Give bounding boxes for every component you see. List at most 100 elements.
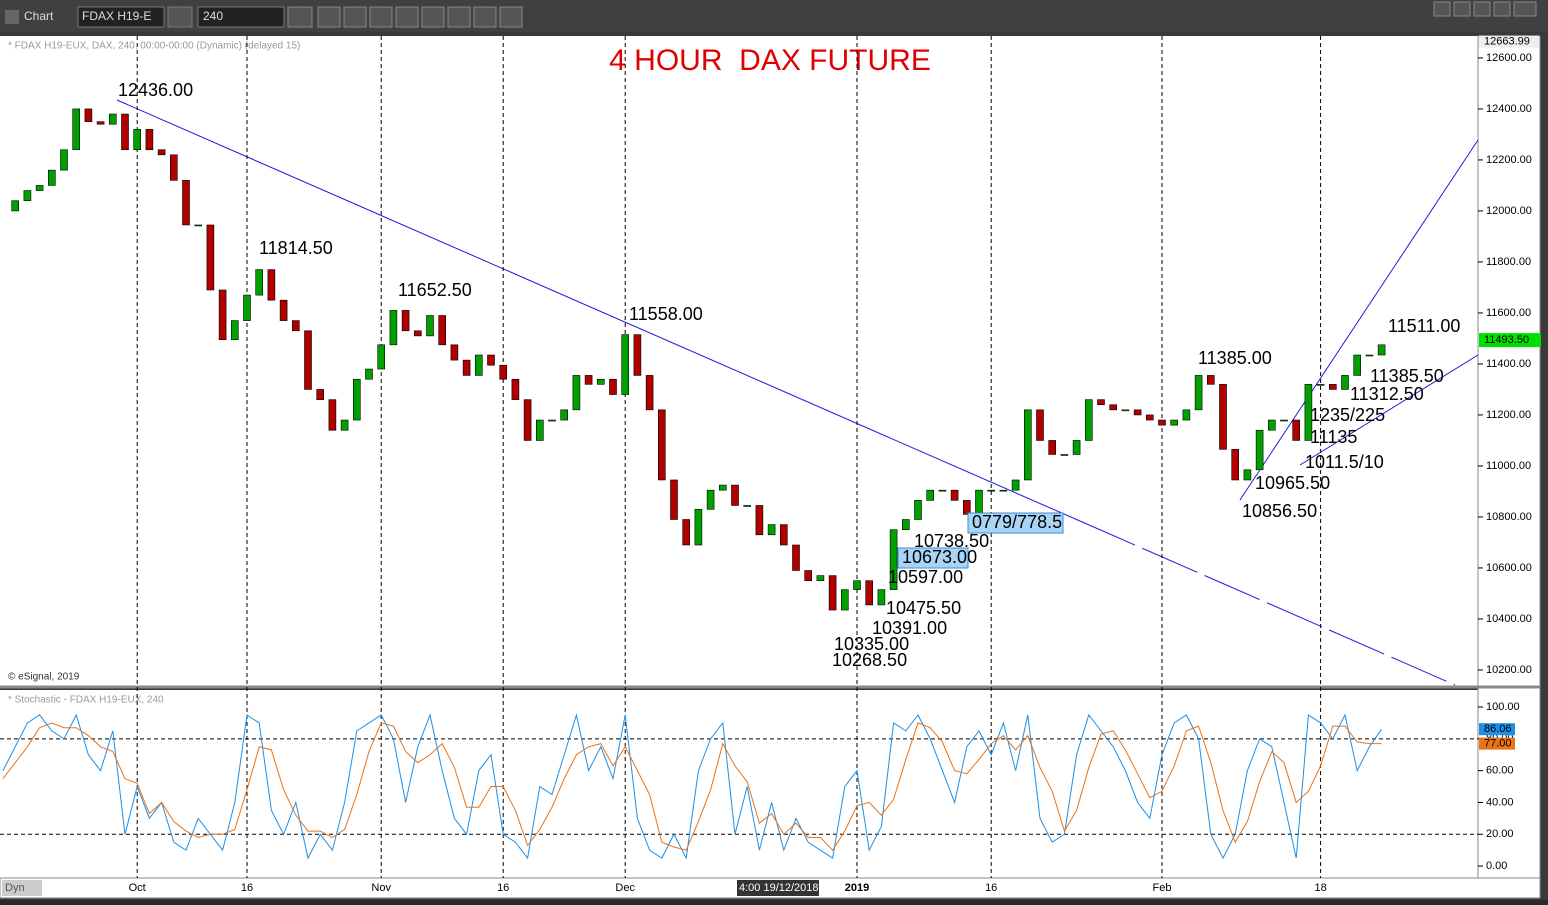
candle (47, 169, 56, 186)
candle (304, 330, 312, 390)
candle (853, 580, 861, 590)
candle (670, 479, 678, 520)
candle (23, 190, 32, 202)
y-tick-label: 11200.00 (1486, 409, 1531, 421)
candle (365, 368, 373, 380)
candle (682, 519, 691, 546)
candle (231, 320, 239, 341)
y-tick-label: 11400.00 (1486, 358, 1531, 370)
interval-input[interactable] (197, 6, 285, 28)
candle (731, 484, 739, 506)
close-button[interactable] (1513, 1, 1537, 17)
candle (96, 121, 105, 125)
facebook-button[interactable] (499, 6, 523, 28)
candle (633, 334, 642, 376)
annotation: 10391.00 (872, 618, 947, 638)
candle (1085, 399, 1093, 441)
candle (316, 389, 325, 400)
comment-button[interactable] (447, 6, 471, 28)
candle (462, 359, 471, 376)
annotation: 10597.00 (888, 567, 963, 587)
minimize-button[interactable] (1453, 1, 1471, 17)
candle (706, 489, 715, 510)
symbol-text: FDAX H19-E (82, 9, 151, 23)
x-tick-label: Nov (371, 882, 391, 894)
last-price-box (1479, 333, 1541, 348)
candle (426, 315, 434, 337)
annotation: 11652.50 (398, 280, 472, 300)
candle (1329, 384, 1337, 390)
candle (401, 310, 410, 332)
restore-button[interactable] (1473, 1, 1491, 17)
price-panel (0, 36, 1478, 686)
candle (60, 149, 68, 171)
y-tick-label: 60.00 (1486, 765, 1514, 777)
draw-button[interactable] (317, 6, 341, 28)
annotation: 1011.5/10 (1305, 452, 1384, 472)
link-button[interactable] (421, 6, 445, 28)
candle (877, 589, 886, 606)
settings-button[interactable] (167, 6, 193, 28)
candle (413, 330, 422, 337)
annotation-box (897, 547, 969, 569)
annotation: 10268.50 (832, 650, 907, 670)
annotation: 10738.50 (914, 531, 989, 551)
candle (438, 315, 447, 346)
candle (474, 354, 483, 376)
y-tick-label: 10400.00 (1486, 613, 1532, 625)
candle (767, 524, 776, 536)
candle (804, 570, 813, 582)
y-tick-label: 40.00 (1486, 796, 1514, 808)
play-button[interactable] (369, 6, 393, 28)
candle (194, 224, 202, 227)
candle (1207, 375, 1215, 385)
candle (1072, 440, 1081, 455)
twitter-button[interactable] (473, 6, 497, 28)
y-tick-label: 12000.00 (1486, 205, 1532, 217)
stochastic-line (2, 713, 1383, 860)
x-tick-label: 16 (241, 882, 253, 894)
candle (584, 375, 593, 385)
candle (1011, 479, 1020, 491)
candle (743, 505, 752, 507)
last-value-box (1479, 737, 1515, 750)
interval-text: 240 (203, 9, 223, 23)
chart-icon (5, 10, 19, 24)
candle (1194, 375, 1203, 411)
candle (938, 489, 947, 492)
study-button[interactable] (343, 6, 367, 28)
annotation: 10965.50 (1255, 473, 1330, 493)
y-tick-label: 10800.00 (1486, 511, 1532, 523)
candle (621, 334, 630, 395)
candle (1158, 419, 1166, 426)
x-tick-label: 16 (497, 882, 509, 894)
y-tick-label: 0.00 (1486, 860, 1507, 872)
candle (1133, 409, 1142, 416)
mode-button[interactable] (2, 880, 42, 896)
y-tick-label: 10200.00 (1486, 664, 1532, 676)
candle (1304, 384, 1313, 441)
candle (901, 519, 910, 530)
high-label: 12663.99 (1484, 36, 1530, 48)
candle (1231, 449, 1239, 481)
candle (255, 269, 263, 296)
annotation: 11385.00 (1198, 348, 1272, 368)
alert-button[interactable] (395, 6, 419, 28)
candle (279, 299, 288, 321)
help-button[interactable] (1433, 1, 1451, 17)
clock-button[interactable] (287, 6, 313, 28)
candle (1146, 414, 1154, 421)
candle (1353, 354, 1361, 376)
downtrend-extension (1079, 520, 1456, 686)
candle (1060, 454, 1069, 456)
annotation: 11814.50 (259, 238, 333, 258)
last-value-label: 86.06 (1484, 723, 1512, 735)
maximize-button[interactable] (1493, 1, 1511, 17)
support-line (1299, 354, 1479, 466)
candle (755, 505, 764, 536)
candle (950, 489, 959, 501)
candle (694, 508, 703, 546)
symbol-input[interactable] (77, 6, 165, 28)
